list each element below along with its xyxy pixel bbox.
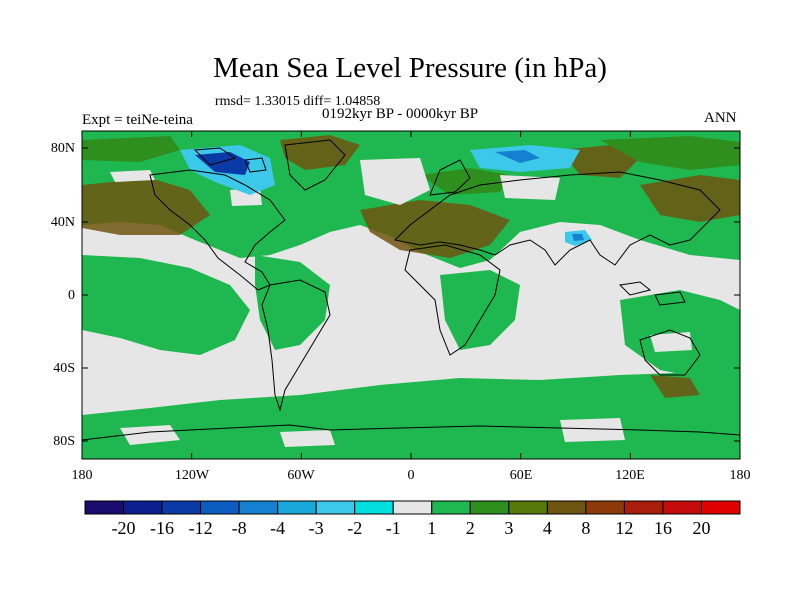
colorbar-swatch	[200, 500, 240, 515]
experiment-label: Expt = teiNe-teina	[82, 112, 193, 128]
colorbar-swatch	[123, 500, 163, 515]
colorbar-swatch	[662, 500, 702, 515]
season-label: ANN	[704, 110, 737, 126]
colorbar-swatch	[508, 500, 548, 515]
colorbar-label: -2	[347, 518, 363, 538]
colorbar-label: -12	[188, 518, 213, 538]
colorbar-swatch	[546, 500, 587, 515]
colorbar-swatch	[161, 500, 202, 515]
colorbar-label: -16	[150, 518, 175, 538]
colorbar-label: 3	[504, 518, 514, 538]
rmsd-diff-stats: rmsd= 1.33015 diff= 1.04858	[215, 94, 381, 109]
lon-label: 60W	[287, 468, 315, 483]
colorbar-label: 20	[692, 518, 711, 538]
lat-label: 40S	[53, 361, 75, 376]
lon-label: 120W	[174, 468, 210, 483]
colorbar-label: -3	[308, 518, 324, 538]
colorbar-label: 12	[615, 518, 634, 538]
near-zero-regions	[110, 158, 692, 447]
colorbar-label: 4	[542, 518, 552, 538]
mid-positive-regions	[82, 136, 740, 195]
lat-label: 80S	[53, 434, 75, 449]
lon-label: 180	[729, 468, 751, 483]
negative-regions	[180, 145, 592, 246]
colorbar-swatch	[84, 500, 125, 515]
colorbar-swatch	[469, 500, 510, 515]
colorbar-swatch	[585, 500, 625, 515]
lon-label: 120E	[615, 468, 645, 483]
lat-label: 0	[68, 288, 75, 303]
map-title: Mean Sea Level Pressure (in hPa)	[213, 52, 607, 84]
colorbar-label: -4	[270, 518, 286, 538]
lat-label: 80N	[50, 141, 75, 156]
colorbar-label: 8	[581, 518, 591, 538]
lon-label: 0	[407, 468, 415, 483]
colorbar-swatch	[392, 500, 433, 515]
colorbar-swatch	[315, 500, 356, 515]
lat-label: 40N	[50, 215, 75, 230]
colorbar-swatch	[623, 500, 664, 515]
colorbar-label: -1	[385, 518, 401, 538]
colorbar-swatch	[238, 500, 279, 515]
axis-ticks	[81, 131, 741, 459]
lon-label: 180	[71, 468, 93, 483]
colorbar-swatch	[700, 500, 741, 515]
colorbar-label: -20	[111, 518, 136, 538]
colorbar-label: 2	[465, 518, 475, 538]
colorbar-swatch	[354, 500, 394, 515]
colorbar-label: 1	[427, 518, 437, 538]
coastlines	[82, 139, 740, 441]
period-label: 0192kyr BP - 0000kyr BP	[322, 106, 479, 122]
colorbar-swatch	[277, 500, 317, 515]
lon-label: 60E	[509, 468, 533, 483]
high-positive-regions	[82, 135, 740, 398]
colorbar-label: -8	[231, 518, 247, 538]
colorbar-swatch	[431, 500, 471, 515]
colorbar-label: 16	[653, 518, 672, 538]
